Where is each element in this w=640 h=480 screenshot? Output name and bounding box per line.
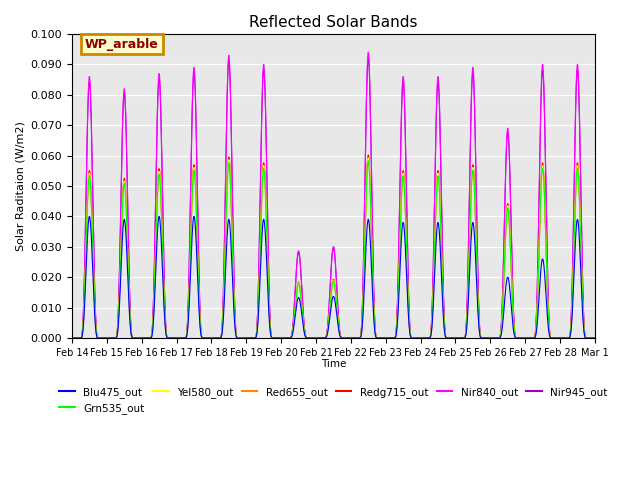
Grn535_out [451,335,458,341]
Redg715_out [422,335,429,341]
Yel580_out [364,155,372,161]
Yel580_out [314,335,321,341]
Nir945_out [68,335,76,341]
Grn535_out [422,335,429,341]
Title: Reflected Solar Bands: Reflected Solar Bands [249,15,418,30]
Line: Red655_out: Red655_out [72,158,595,338]
Yel580_out [480,335,488,341]
Redg715_out [451,335,458,341]
Grn535_out [364,158,372,164]
Line: Grn535_out: Grn535_out [72,161,595,338]
Redg715_out [480,335,488,341]
Red655_out [590,335,598,341]
Nir945_out [480,335,488,341]
Nir840_out [480,335,488,341]
Red655_out [451,335,458,341]
Nir840_out [314,335,321,341]
Red655_out [162,329,170,335]
Blu475_out [480,335,488,341]
Nir840_out [590,335,598,341]
Nir840_out [68,335,76,341]
Redg715_out [314,335,321,341]
Line: Yel580_out: Yel580_out [72,158,595,338]
Line: Blu475_out: Blu475_out [72,216,595,338]
Yel580_out [591,335,598,341]
Redg715_out [162,329,170,335]
Nir945_out [590,335,598,341]
Redg715_out [364,152,372,158]
Nir945_out [591,335,598,341]
Nir840_out [451,335,458,341]
Blu475_out [590,335,598,341]
Grn535_out [480,335,488,341]
Legend: Blu475_out, Grn535_out, Yel580_out, Red655_out, Redg715_out, Nir840_out, Nir945_: Blu475_out, Grn535_out, Yel580_out, Red6… [55,383,612,418]
Red655_out [422,335,429,341]
Nir840_out [422,335,429,341]
Line: Redg715_out: Redg715_out [72,155,595,338]
Grn535_out [68,335,76,341]
Line: Nir840_out: Nir840_out [72,52,595,338]
Yel580_out [422,335,429,341]
Grn535_out [162,329,170,335]
Blu475_out [422,335,429,341]
Redg715_out [68,335,76,341]
Red655_out [591,335,598,341]
Redg715_out [590,335,598,341]
Nir840_out [591,335,598,341]
Nir840_out [364,49,372,55]
Red655_out [480,335,488,341]
Grn535_out [591,335,598,341]
Yel580_out [68,335,76,341]
Blu475_out [68,335,76,341]
Blu475_out [591,335,598,341]
Nir840_out [162,326,170,332]
Nir945_out [364,55,372,61]
Nir945_out [422,335,429,341]
Red655_out [364,155,372,161]
Grn535_out [314,335,321,341]
Red655_out [314,335,321,341]
Red655_out [68,335,76,341]
Line: Nir945_out: Nir945_out [72,58,595,338]
Nir945_out [162,326,170,332]
Yel580_out [590,335,598,341]
Grn535_out [590,335,598,341]
Blu475_out [162,332,170,337]
X-axis label: Time: Time [321,359,346,369]
Redg715_out [591,335,598,341]
Blu475_out [314,335,321,341]
Nir945_out [451,335,458,341]
Nir945_out [314,335,321,341]
Blu475_out [451,335,458,341]
Yel580_out [451,335,458,341]
Yel580_out [162,329,170,335]
Text: WP_arable: WP_arable [85,37,159,50]
Blu475_out [86,214,93,219]
Y-axis label: Solar Raditaion (W/m2): Solar Raditaion (W/m2) [15,121,25,251]
